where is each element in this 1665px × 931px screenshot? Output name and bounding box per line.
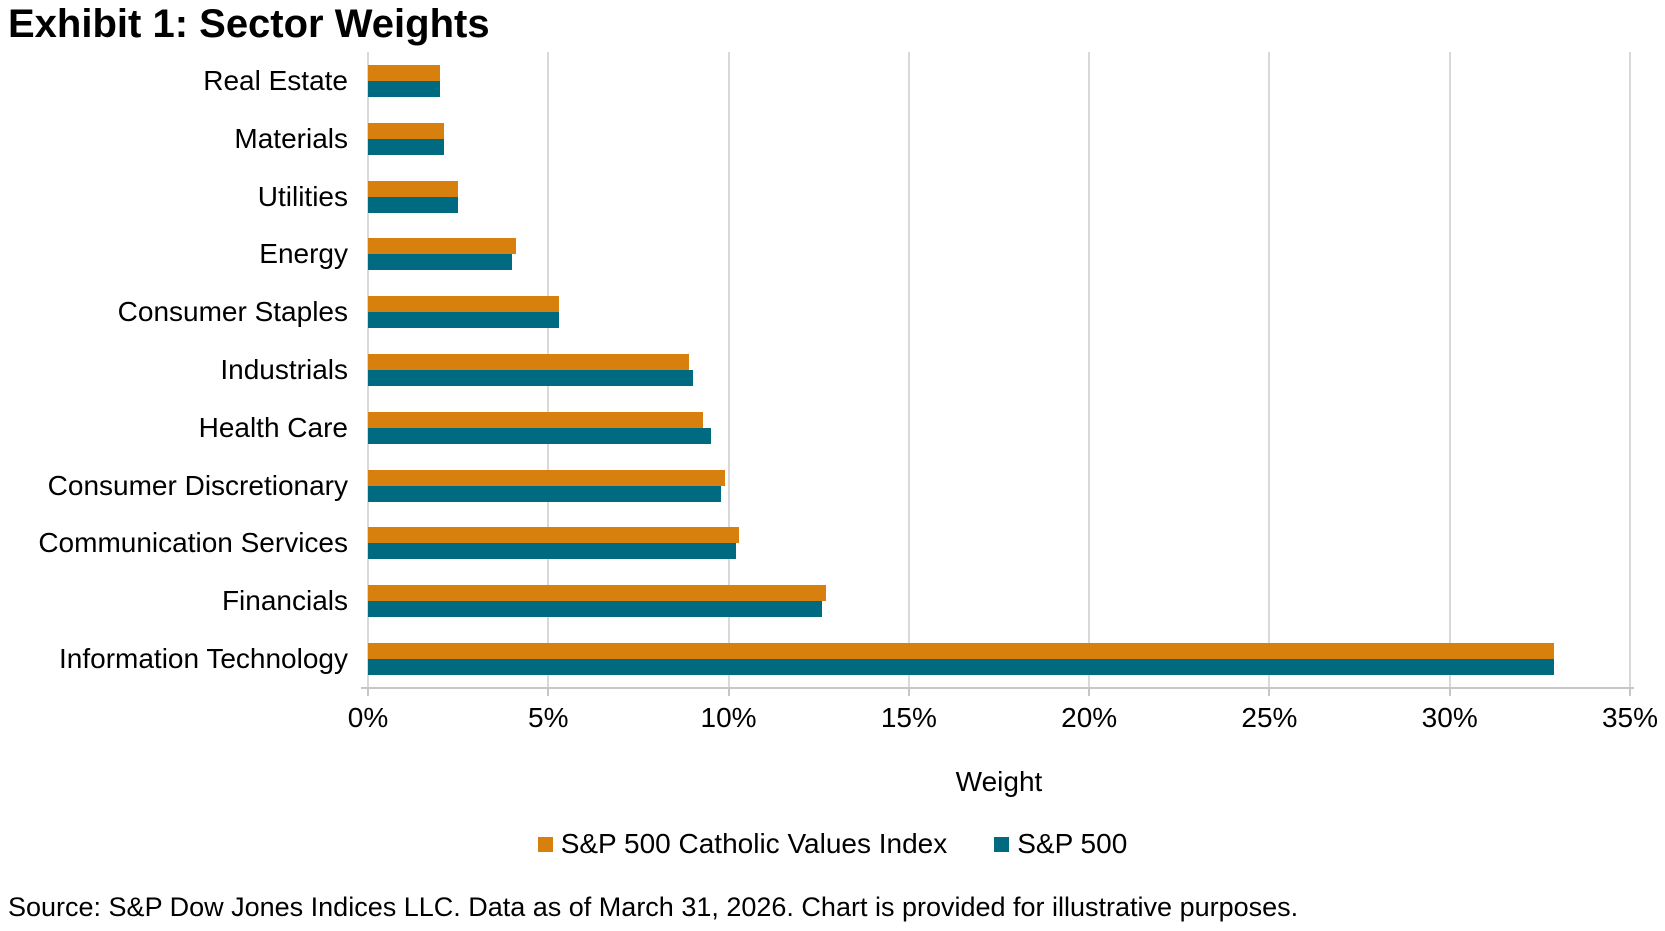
bar-catholic-values-index [368,354,689,370]
bar-catholic-values-index [368,527,740,544]
x-tick-mark [547,689,550,696]
bar-group [368,585,1630,618]
category-label: Industrials [220,354,348,385]
x-tick-label: 15% [880,702,937,733]
x-tick-mark [1448,689,1451,696]
bar-sp500 [368,427,711,444]
x-tick-label: 20% [1061,702,1118,733]
x-axis-line [361,687,1634,689]
legend-label-sp500: S&P 500 [1017,828,1128,859]
bar-catholic-values-index [368,411,704,428]
bar-group [368,354,1630,386]
bar-catholic-values-index [368,585,826,602]
x-tick-label: 0% [347,702,389,733]
category-label: Communication Services [38,527,348,559]
x-tick-mark [1629,689,1631,696]
bar-group [368,527,1630,560]
gridline [1629,52,1631,688]
bar-group [368,469,1630,502]
legend-item-catholic-values-index: S&P 500 Catholic Values Index [537,828,948,860]
x-tick-mark [1088,689,1091,696]
bar-catholic-values-index [368,469,725,486]
bar-group [368,411,1630,444]
bar-group [368,64,1630,97]
category-label: Financials [221,585,348,617]
legend-item-sp500: S&P 500 [994,828,1127,860]
bar-sp500 [368,80,441,97]
legend-swatch-orange-icon [537,836,553,852]
gridline [907,52,910,688]
x-axis-title: Weight [955,766,1043,797]
bar-group [368,643,1630,676]
bar-catholic-values-index [368,643,1555,660]
x-tick-mark [907,689,910,696]
gridline [1268,52,1271,688]
bar-sp500 [368,601,823,618]
category-label: Consumer Discretionary [47,469,348,501]
x-tick-label: 35% [1601,702,1659,733]
bar-sp500 [368,485,722,502]
x-tick-label: 10% [700,702,757,733]
bar-sp500 [368,659,1555,676]
gridline [727,52,730,688]
x-tick-label: 5% [528,702,569,733]
category-label: Materials [234,122,348,154]
chart-title: Exhibit 1: Sector Weights [8,2,490,46]
bar-group [368,180,1630,213]
bar-group [368,238,1630,271]
category-label: Utilities [257,180,348,212]
category-label: Energy [259,238,348,270]
gridline [1448,52,1451,688]
source-note: Source: S&P Dow Jones Indices LLC. Data … [8,892,1299,922]
chart-legend: S&P 500 Catholic Values Index S&P 500 [0,828,1665,860]
legend-label-catholic-values-index: S&P 500 Catholic Values Index [560,828,948,859]
bar-sp500 [368,196,459,213]
bar-sp500 [368,138,444,155]
bar-catholic-values-index [368,238,516,255]
bar-catholic-values-index [368,64,441,81]
x-tick-label: 30% [1421,702,1478,733]
bar-catholic-values-index [368,122,444,139]
bar-sp500 [368,370,693,386]
bar-sp500 [368,312,560,329]
legend-swatch-teal-icon [994,836,1010,852]
bar-group [368,122,1630,155]
category-label: Consumer Staples [117,296,348,328]
bar-sp500 [368,543,736,560]
x-tick-label: 25% [1241,702,1298,733]
x-tick-mark [727,689,730,696]
bar-group [368,296,1630,329]
x-tick-mark [367,689,369,696]
category-label: Health Care [198,411,348,443]
bar-catholic-values-index [368,296,560,313]
bar-sp500 [368,254,513,271]
x-tick-mark [1268,689,1271,696]
gridline [1088,52,1091,688]
bar-catholic-values-index [368,180,459,197]
category-label: Real Estate [203,64,348,96]
plot-area [367,52,1631,688]
category-label: Information Technology [59,643,348,675]
